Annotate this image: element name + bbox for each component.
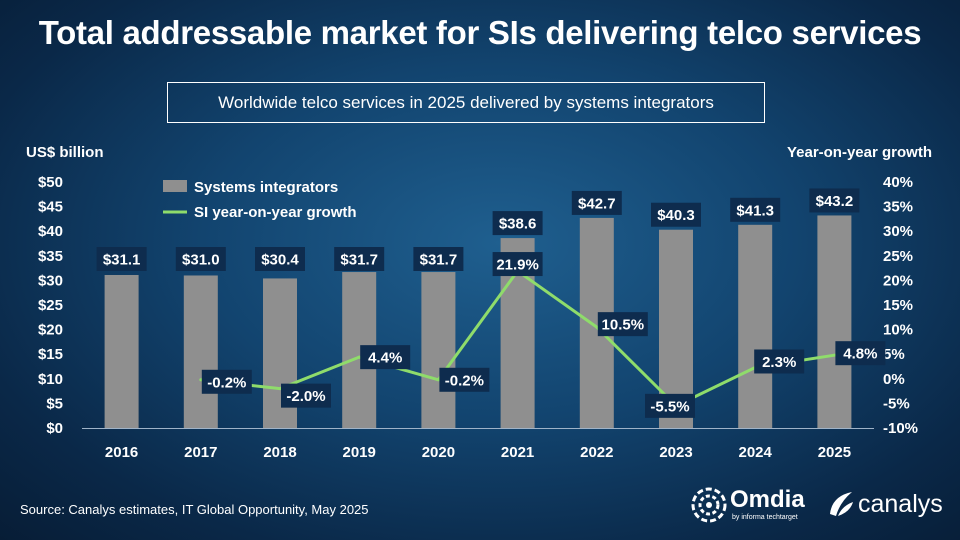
right-axis-tick: 0% (883, 371, 905, 388)
source-note: Source: Canalys estimates, IT Global Opp… (20, 502, 369, 517)
legend-line-label: SI year-on-year growth (194, 204, 357, 221)
x-axis-tick: 2022 (580, 444, 613, 461)
growth-value-label-box (835, 341, 886, 366)
growth-value-label: 4.8% (843, 346, 877, 363)
left-axis-title: US$ billion (26, 144, 104, 161)
growth-value-label-box (645, 393, 695, 418)
left-axis-tick: $15 (38, 346, 63, 363)
x-axis-tick: 2019 (343, 444, 376, 461)
subtitle-box: Worldwide telco services in 2025 deliver… (167, 82, 765, 123)
right-axis-tick: 25% (883, 248, 913, 265)
page-title: Total addressable market for SIs deliver… (38, 14, 922, 51)
bar-value-label-box (651, 202, 701, 227)
bar-value-label-box (96, 247, 147, 271)
right-axis-tick: 30% (883, 223, 913, 240)
bar-2024 (738, 224, 773, 428)
x-axis-tick: 2016 (105, 444, 138, 461)
right-axis-tick: -5% (883, 395, 910, 412)
growth-value-label-box (281, 383, 331, 408)
growth-value-label-box (360, 345, 411, 370)
growth-point-2019 (357, 355, 361, 359)
bar-value-label-box (334, 247, 385, 271)
left-axis-tick: $30 (38, 272, 63, 289)
bar-value-label: $31.0 (182, 252, 220, 269)
right-axis-tick: 5% (883, 346, 905, 363)
left-axis-tick: $40 (38, 223, 63, 240)
bar-value-label-box (571, 190, 622, 215)
left-axis-tick: $45 (38, 199, 63, 216)
right-axis-tick: 40% (883, 174, 913, 191)
growth-value-label-box (492, 252, 543, 277)
bar-2017 (183, 275, 218, 428)
left-axis-tick: $10 (38, 371, 63, 388)
growth-value-label: 4.4% (368, 350, 402, 367)
left-axis-tick: $20 (38, 322, 63, 339)
x-axis-tick: 2020 (422, 444, 455, 461)
x-axis-tick: 2018 (263, 444, 296, 461)
x-axis-tick: 2023 (659, 444, 692, 461)
growth-value-label: 21.9% (496, 257, 539, 274)
growth-value-label-box (754, 349, 805, 374)
bar-value-label-box (730, 197, 781, 222)
bar-value-label: $31.1 (103, 252, 141, 269)
omdia-logo-tagline: by informa techtarget (732, 514, 798, 521)
growth-value-label: -5.5% (650, 398, 689, 415)
bar-value-label: $38.6 (499, 216, 537, 233)
right-axis-tick: 20% (883, 272, 913, 289)
growth-value-label: -0.2% (445, 372, 484, 389)
left-axis-tick: $50 (38, 174, 63, 191)
growth-value-label: -0.2% (207, 374, 246, 391)
growth-value-label-box (597, 312, 648, 337)
bar-value-label: $30.4 (261, 252, 299, 269)
bar-value-label: $43.2 (816, 193, 854, 210)
growth-value-label-box (201, 369, 252, 394)
left-axis-tick: $25 (38, 297, 63, 314)
growth-value-label: 2.3% (762, 354, 796, 371)
bar-value-label-box (413, 247, 464, 271)
left-axis-tick: $35 (38, 248, 63, 265)
right-axis-tick: 15% (883, 297, 913, 314)
bar-value-label: $41.3 (736, 202, 774, 219)
bar-value-label: $31.7 (420, 252, 458, 269)
canalys-logo-text: canalys (858, 490, 943, 518)
x-axis-tick: 2021 (501, 444, 534, 461)
right-axis-tick: 10% (883, 322, 913, 339)
canalys-logo-icon (830, 492, 853, 516)
x-axis-tick: 2024 (739, 444, 773, 461)
bar-value-label-box (175, 247, 226, 271)
growth-point-2017 (199, 378, 203, 382)
bar-value-label: $40.3 (657, 207, 695, 224)
left-axis-tick: $0 (46, 420, 63, 437)
bar-value-label: $31.7 (340, 252, 378, 269)
bar-2020 (421, 272, 456, 428)
right-axis-tick: 35% (883, 199, 913, 216)
growth-value-label: -2.0% (286, 388, 325, 405)
right-axis-title: Year-on-year growth (786, 144, 932, 161)
growth-point-2018 (278, 387, 282, 391)
omdia-logo: Omdia by informa techtarget (690, 486, 805, 526)
legend-bar-label: Systems integrators (194, 179, 338, 196)
omdia-logo-text: Omdia (730, 486, 805, 513)
right-axis-tick: -10% (883, 420, 918, 437)
bar-2016 (104, 274, 139, 428)
x-axis-tick: 2025 (818, 444, 851, 461)
bar-value-label-box (809, 188, 860, 213)
canalys-logo: canalys (826, 488, 946, 522)
growth-point-2022 (595, 325, 599, 329)
omdia-logo-icon (691, 487, 727, 523)
growth-point-2020 (436, 378, 440, 382)
growth-point-2025 (832, 353, 836, 357)
bar-value-label: $42.7 (578, 195, 616, 212)
left-axis-tick: $5 (46, 395, 63, 412)
bar-value-label-box (492, 211, 543, 236)
growth-value-label: 10.5% (602, 317, 645, 334)
bar-value-label-box (255, 247, 305, 271)
growth-value-label-box (439, 367, 490, 392)
legend-bar-swatch (163, 180, 187, 192)
x-axis-tick: 2017 (184, 444, 217, 461)
bar-2025 (817, 215, 852, 428)
